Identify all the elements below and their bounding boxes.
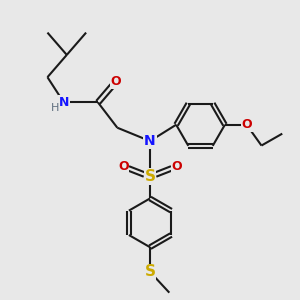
Text: S: S	[145, 264, 155, 279]
Text: N: N	[58, 96, 69, 109]
Text: O: O	[241, 118, 252, 131]
Text: O: O	[110, 75, 121, 88]
Text: O: O	[171, 160, 182, 173]
Text: N: N	[144, 134, 156, 148]
Text: O: O	[118, 160, 129, 173]
Text: S: S	[145, 169, 155, 184]
Text: H: H	[51, 103, 60, 113]
